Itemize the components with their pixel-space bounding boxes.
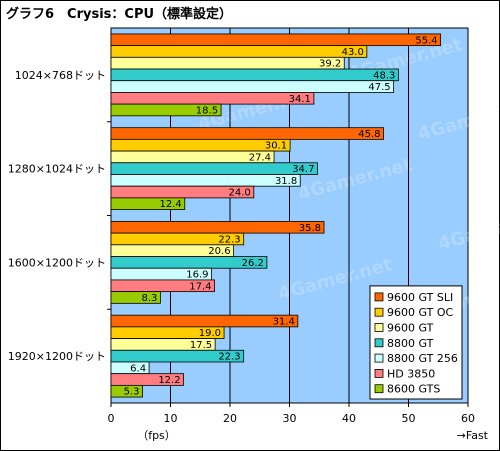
legend-swatch	[374, 323, 384, 332]
bar-value-label: 39.2	[319, 59, 341, 70]
legend-entry: 9600 GT	[387, 322, 434, 335]
bar	[110, 80, 395, 93]
bar-value-label: 31.4	[273, 317, 295, 328]
bar-value-label: 30.1	[265, 141, 287, 152]
bar-value-label: 16.9	[186, 270, 208, 281]
legend-entry: 8800 GT	[387, 337, 434, 350]
bar	[110, 291, 161, 304]
bar-value-label: 19.0	[199, 328, 221, 339]
legend-swatch	[374, 384, 384, 394]
bar-value-label: 45.8	[358, 129, 380, 140]
axes-layer: 0 10 20 30 40 50 60 （fps） →Fast	[108, 403, 489, 442]
category-label: 1920×1200ドット	[8, 350, 106, 363]
bar-value-label: 24.0	[229, 188, 251, 199]
bar-value-label: 20.6	[208, 246, 230, 257]
x-axis-direction-label: →Fast	[457, 429, 489, 442]
bar	[110, 349, 245, 363]
bar-value-label: 27.4	[249, 152, 271, 163]
bar	[110, 279, 215, 293]
bar-value-label: 55.4	[415, 35, 437, 46]
bar-value-label: 47.5	[368, 82, 390, 93]
legend-swatch	[374, 307, 384, 317]
bar-value-label: 26.2	[242, 258, 264, 269]
bar-value-label: 12.4	[160, 199, 182, 210]
category-label: 1600×1200ドット	[8, 256, 106, 269]
category-label: 1280×1024ドット	[8, 163, 106, 176]
legend: 9600 GT SLI 9600 GT OC 9600 GT 8800 GT 8800 …	[369, 285, 463, 400]
legend-swatch	[374, 368, 384, 378]
bar-value-label: 35.8	[299, 223, 321, 234]
bar	[110, 197, 186, 210]
legend-swatch	[374, 338, 384, 348]
bar-value-label: 48.3	[373, 70, 395, 81]
bar	[110, 174, 301, 187]
bar-value-label: 5.3	[124, 387, 140, 398]
bar-value-label: 17.5	[190, 340, 212, 351]
bar	[110, 373, 184, 386]
bar-value-label: 8.3	[141, 293, 157, 304]
legend-entry: 8800 GT 256	[387, 352, 458, 365]
chart-title: グラフ6 Crysis：CPU（標準設定）	[6, 7, 233, 22]
bar	[110, 103, 222, 117]
bar	[110, 162, 318, 175]
bar	[110, 45, 368, 58]
legend-box	[369, 285, 463, 400]
legend-entry: 9600 GT SLI	[387, 291, 453, 304]
bar-value-label: 17.4	[189, 281, 211, 292]
legend-entry: 9600 GT OC	[387, 306, 453, 319]
bar-value-label: 31.8	[275, 176, 297, 187]
bar-value-label: 22.3	[218, 234, 240, 245]
bar	[110, 33, 442, 47]
bar-value-label: 34.7	[292, 164, 314, 175]
bar	[110, 138, 291, 152]
bar-value-label: 12.2	[158, 375, 180, 386]
legend-entry: 8600 GTS	[387, 383, 440, 396]
bar	[110, 384, 143, 398]
bar-value-label: 43.0	[342, 47, 364, 58]
bar	[110, 221, 325, 234]
bar-value-label: 22.3	[218, 352, 240, 363]
bar-value-label: 18.5	[196, 105, 218, 116]
bar	[110, 314, 299, 328]
x-axis-label: （fps）	[137, 429, 176, 442]
x-tick-label: 0	[108, 412, 115, 425]
bar	[110, 92, 315, 105]
x-tick-label: 50	[402, 412, 416, 425]
x-tick-label: 30	[283, 412, 297, 425]
bar	[110, 56, 345, 70]
x-tick-label: 60	[461, 412, 475, 425]
category-label: 1024×768ドット	[15, 69, 106, 82]
legend-swatch	[374, 292, 384, 302]
bar-value-label: 34.1	[289, 94, 311, 105]
legend-entry: HD 3850	[387, 367, 435, 380]
x-tick-label: 40	[342, 412, 356, 425]
legend-swatch	[374, 353, 384, 363]
bar-value-label: 6.4	[130, 363, 146, 374]
x-tick-label: 20	[223, 412, 237, 425]
x-tick-label: 10	[164, 412, 178, 425]
bars-layer: 55.4 43.039.2 48.347.5 34.1 18.5 1024×768ドット 4…	[8, 33, 442, 398]
bar	[110, 127, 384, 140]
bar	[110, 68, 399, 82]
